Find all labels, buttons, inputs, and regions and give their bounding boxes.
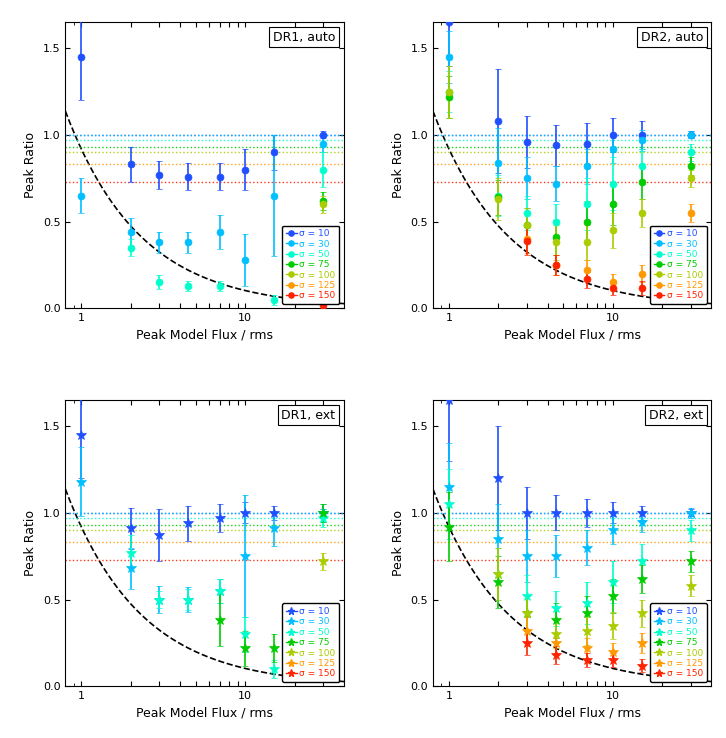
Y-axis label: Peak Ratio: Peak Ratio [24,132,37,199]
Y-axis label: Peak Ratio: Peak Ratio [24,510,37,576]
Legend: σ = 10, σ = 30, σ = 50, σ = 75, σ = 100, σ = 125, σ = 150: σ = 10, σ = 30, σ = 50, σ = 75, σ = 100,… [650,226,707,304]
Text: DR1, auto: DR1, auto [273,31,335,44]
Text: DR1, ext: DR1, ext [282,409,335,421]
Legend: σ = 10, σ = 30, σ = 50, σ = 75, σ = 100, σ = 125, σ = 150: σ = 10, σ = 30, σ = 50, σ = 75, σ = 100,… [282,604,339,682]
Y-axis label: Peak Ratio: Peak Ratio [392,132,405,199]
X-axis label: Peak Model Flux / rms: Peak Model Flux / rms [136,707,273,720]
X-axis label: Peak Model Flux / rms: Peak Model Flux / rms [136,329,273,342]
Text: DR2, auto: DR2, auto [641,31,703,44]
Y-axis label: Peak Ratio: Peak Ratio [392,510,405,576]
Text: DR2, ext: DR2, ext [649,409,703,421]
X-axis label: Peak Model Flux / rms: Peak Model Flux / rms [504,329,641,342]
Legend: σ = 10, σ = 30, σ = 50, σ = 75, σ = 100, σ = 125, σ = 150: σ = 10, σ = 30, σ = 50, σ = 75, σ = 100,… [650,604,707,682]
Legend: σ = 10, σ = 30, σ = 50, σ = 75, σ = 100, σ = 125, σ = 150: σ = 10, σ = 30, σ = 50, σ = 75, σ = 100,… [282,226,339,304]
X-axis label: Peak Model Flux / rms: Peak Model Flux / rms [504,707,641,720]
